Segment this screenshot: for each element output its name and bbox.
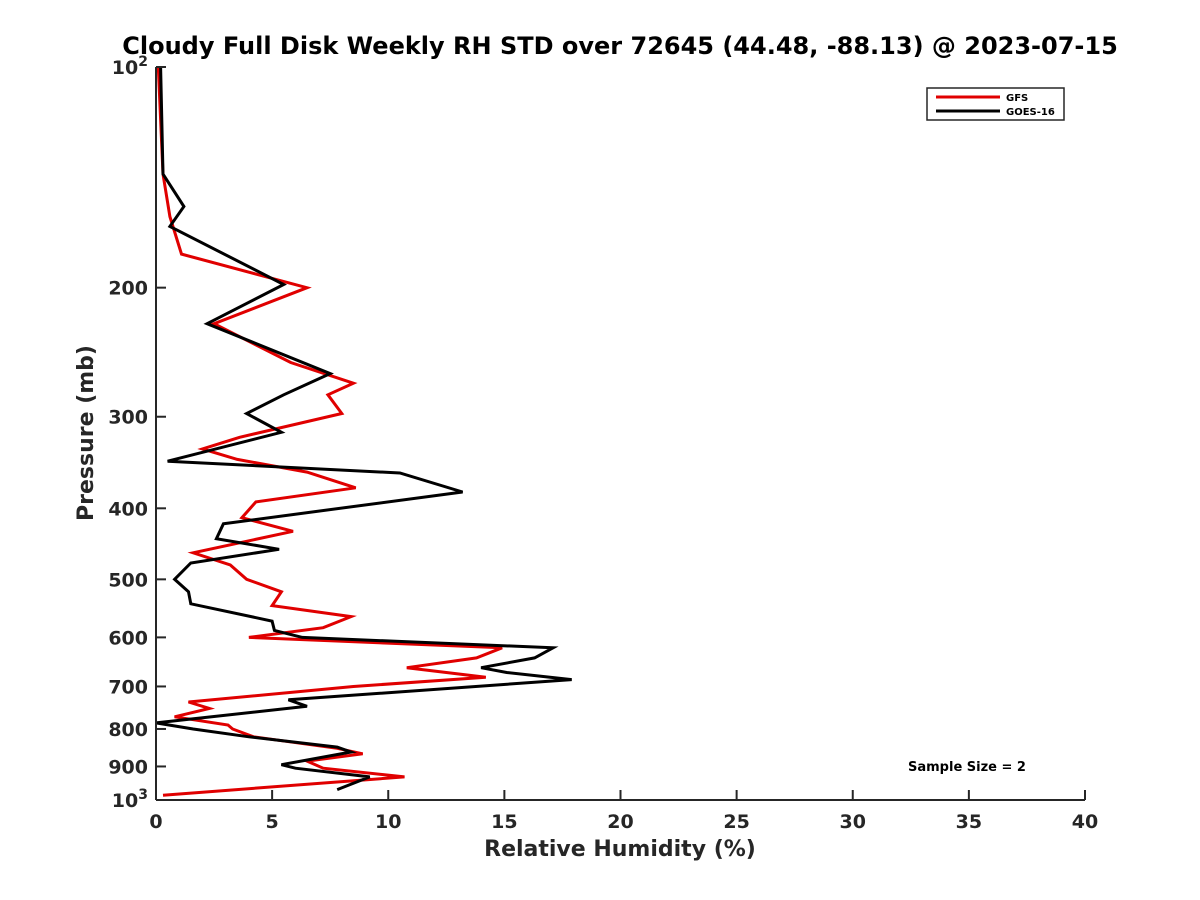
y-tick-label: 700 (108, 676, 148, 698)
y-tick-label: 103 (112, 787, 148, 812)
y-tick-label: 400 (108, 498, 148, 520)
y-tick-label: 102 (112, 54, 148, 79)
legend-box (926, 87, 1065, 121)
x-tick-label: 35 (956, 811, 982, 833)
y-tick-label: 600 (108, 627, 148, 649)
x-axis-label: Relative Humidity (%) (484, 837, 756, 862)
sample-size-annotation: Sample Size = 2 (908, 760, 1026, 775)
series-line-goes16 (155, 66, 572, 791)
x-tick-label: 0 (149, 811, 162, 833)
x-tick-label: 30 (840, 811, 866, 833)
y-tick-label: 800 (108, 719, 148, 741)
x-tick-label: 20 (607, 811, 633, 833)
chart-title: Cloudy Full Disk Weekly RH STD over 7264… (122, 32, 1118, 60)
y-axis-label: Pressure (mb) (74, 345, 99, 521)
x-tick-label: 40 (1072, 811, 1098, 833)
legend-label-gfs: GFS (1006, 93, 1028, 104)
x-tick-label: 15 (491, 811, 517, 833)
x-tick-label: 5 (266, 811, 279, 833)
legend-label-goes16: GOES-16 (1006, 107, 1055, 118)
y-tick-label: 500 (108, 569, 148, 591)
x-tick-label: 25 (723, 811, 749, 833)
plot-area: 0 5 10 15 20 25 30 35 40 102 200 300 400 500 600 700 800… (108, 54, 1098, 833)
y-tick-label: 300 (108, 407, 148, 429)
legend: GFS GOES-16 (926, 87, 1065, 121)
y-tick-label: 900 (108, 756, 148, 778)
y-tick-label: 200 (108, 278, 148, 300)
series-line-gfs (156, 66, 503, 797)
x-tick-label: 10 (375, 811, 401, 833)
